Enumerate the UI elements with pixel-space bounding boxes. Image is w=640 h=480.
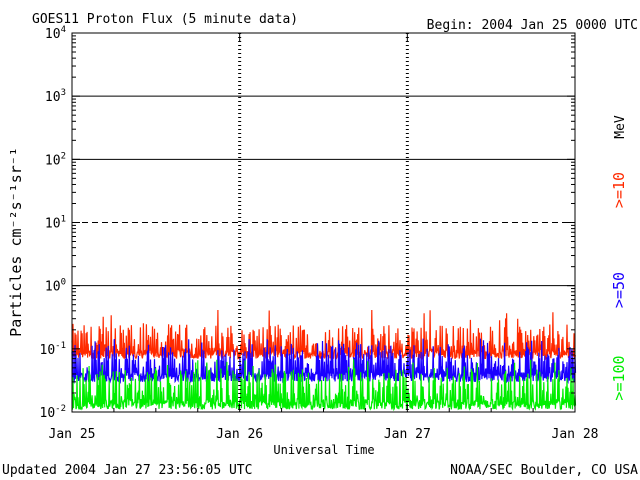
y-tick-label: 101 <box>45 215 66 232</box>
y-axis-label: Particles cm⁻²s⁻¹sr⁻¹ <box>7 147 25 337</box>
y-tick-label: 10-2 <box>40 404 67 421</box>
x-axis-label: Universal Time <box>273 443 374 457</box>
chart-title: GOES11 Proton Flux (5 minute data) <box>32 12 298 27</box>
y-tick-label: 102 <box>45 151 66 168</box>
legend-entry: >=100 <box>610 355 628 400</box>
legend: >=10 >=50 >=100 <box>610 172 628 401</box>
series-layer <box>71 309 577 412</box>
x-tick-label: Jan 28 <box>552 427 599 442</box>
series-line <box>71 309 577 361</box>
x-tick-layer: Jan 25 Jan 26 Jan 27 Jan 28 <box>49 33 599 442</box>
threshold-layer <box>72 95 575 287</box>
y-tick-layer: 10-2 10-1 100 101 102 103 104 <box>40 25 575 421</box>
legend-entry: >=10 <box>610 172 628 208</box>
y-tick-label: 10-1 <box>40 341 67 358</box>
x-tick-label: Jan 26 <box>216 427 263 442</box>
x-tick-label: Jan 27 <box>384 427 431 442</box>
y-tick-label: 104 <box>45 25 66 42</box>
legend-entry: >=50 <box>610 272 628 308</box>
y-tick-label: 103 <box>45 88 66 105</box>
energy-unit-label: MeV <box>613 115 628 139</box>
begin-label: Begin: 2004 Jan 25 0000 UTC <box>427 18 638 33</box>
series-line <box>71 359 577 412</box>
x-tick-label: Jan 25 <box>49 427 96 442</box>
y-tick-label: 100 <box>45 278 66 295</box>
updated-timestamp: Updated 2004 Jan 27 23:56:05 UTC <box>2 463 252 478</box>
data-source: NOAA/SEC Boulder, CO USA <box>450 463 638 478</box>
